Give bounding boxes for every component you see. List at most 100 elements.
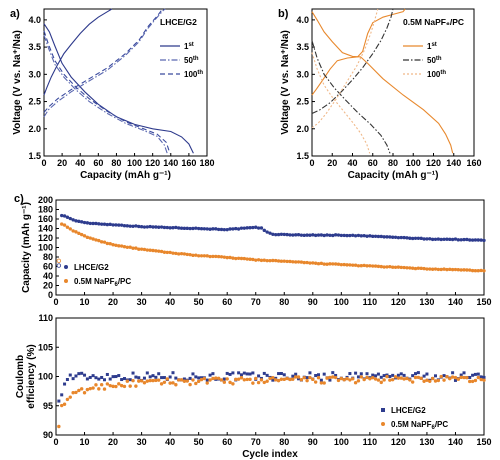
legend-label: 100th [184, 70, 203, 79]
data-point [416, 371, 420, 375]
data-point [265, 379, 269, 383]
legend-label: 50th [427, 56, 442, 65]
data-point [271, 258, 275, 263]
data-point [179, 378, 184, 382]
data-point [114, 375, 118, 379]
series-line-1st-charge [43, 8, 113, 96]
data-point [479, 377, 483, 382]
data-point [194, 381, 198, 386]
data-point [319, 378, 323, 382]
x-tick-label: 60 [93, 158, 103, 168]
data-point [74, 390, 78, 395]
data-point [179, 226, 184, 230]
data-point [445, 267, 449, 272]
data-point [356, 375, 360, 379]
data-point [68, 395, 72, 399]
data-point [302, 233, 306, 238]
data-point [348, 233, 352, 238]
data-point [117, 244, 121, 248]
data-point [176, 378, 181, 382]
data-point [74, 374, 78, 378]
legend-marker [64, 265, 68, 269]
data-point [405, 266, 409, 270]
data-point [302, 260, 306, 265]
data-point [168, 381, 172, 385]
x-tick-label: 120 [391, 437, 406, 447]
data-point [99, 382, 104, 387]
data-point [288, 233, 292, 237]
y-tick-label: 2.0 [28, 124, 41, 134]
y-tick-label: 0 [48, 290, 53, 300]
data-point [105, 222, 110, 227]
data-point [322, 372, 326, 376]
data-point [396, 376, 401, 380]
data-point [379, 234, 383, 239]
data-point [430, 376, 435, 381]
data-point [256, 226, 261, 230]
data-point [185, 226, 189, 231]
data-point [225, 255, 229, 260]
data-point [128, 378, 132, 382]
data-point [71, 390, 75, 395]
data-point [462, 268, 466, 272]
x-tick-label: 20 [57, 158, 67, 168]
legend-label: 0.5M NaPF6/PC [391, 420, 448, 431]
data-point [448, 376, 452, 381]
data-point [159, 225, 164, 229]
data-point [422, 374, 426, 378]
data-point [68, 373, 72, 377]
data-point [248, 257, 252, 261]
legend-label: 1st [427, 42, 437, 51]
data-point [111, 384, 115, 389]
data-point [182, 252, 187, 256]
data-point [342, 233, 346, 238]
data-point [139, 379, 144, 383]
x-tick-label: 70 [251, 297, 261, 307]
data-point [271, 375, 275, 380]
data-point [142, 247, 147, 252]
data-point [451, 371, 455, 375]
data-point [473, 372, 477, 376]
data-point [362, 377, 366, 382]
data-point [285, 376, 289, 381]
data-point [399, 376, 403, 380]
y-tick-label: 90 [43, 430, 53, 440]
data-point [159, 382, 164, 386]
panel-label: a) [10, 8, 20, 20]
data-point [111, 223, 115, 227]
data-point [414, 372, 418, 376]
data-point [436, 237, 441, 241]
data-point [293, 260, 298, 264]
data-point [430, 267, 435, 271]
x-tick-label: 100 [127, 158, 142, 168]
data-point [251, 381, 255, 385]
data-point [333, 262, 338, 266]
data-point [242, 371, 246, 375]
data-point [60, 222, 64, 226]
data-point [322, 262, 326, 266]
data-point [234, 377, 238, 382]
data-point [382, 378, 386, 382]
data-point [148, 378, 152, 383]
data-point [430, 237, 435, 242]
data-point [219, 255, 224, 259]
data-point [231, 256, 235, 260]
data-point [99, 222, 104, 226]
data-point [208, 373, 212, 377]
data-point [376, 378, 381, 382]
x-tick-label: 160 [466, 158, 481, 168]
data-point [60, 403, 64, 408]
data-point [385, 235, 389, 239]
data-point [368, 234, 372, 238]
y-tick-label: 200 [38, 195, 53, 205]
data-point [259, 258, 264, 263]
data-point [157, 249, 161, 253]
data-point [396, 373, 400, 377]
data-point [242, 378, 247, 382]
y-tick-label: 160 [38, 214, 53, 224]
data-point [242, 226, 247, 230]
data-point [194, 253, 198, 257]
data-point [145, 371, 149, 375]
data-point [222, 377, 226, 381]
data-point [445, 237, 449, 241]
